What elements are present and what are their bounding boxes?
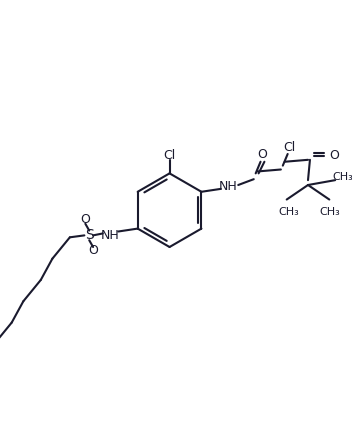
Text: CH₃: CH₃ bbox=[319, 207, 340, 217]
Text: Cl: Cl bbox=[163, 149, 176, 162]
Text: CH₃: CH₃ bbox=[333, 172, 352, 182]
Text: CH₃: CH₃ bbox=[278, 207, 299, 217]
Text: S: S bbox=[85, 229, 94, 242]
Text: NH: NH bbox=[101, 229, 120, 242]
Text: O: O bbox=[258, 149, 268, 162]
Text: Cl: Cl bbox=[283, 141, 296, 154]
Text: O: O bbox=[80, 213, 90, 226]
Text: O: O bbox=[329, 149, 339, 162]
Text: O: O bbox=[88, 245, 98, 257]
Text: NH: NH bbox=[219, 181, 238, 194]
